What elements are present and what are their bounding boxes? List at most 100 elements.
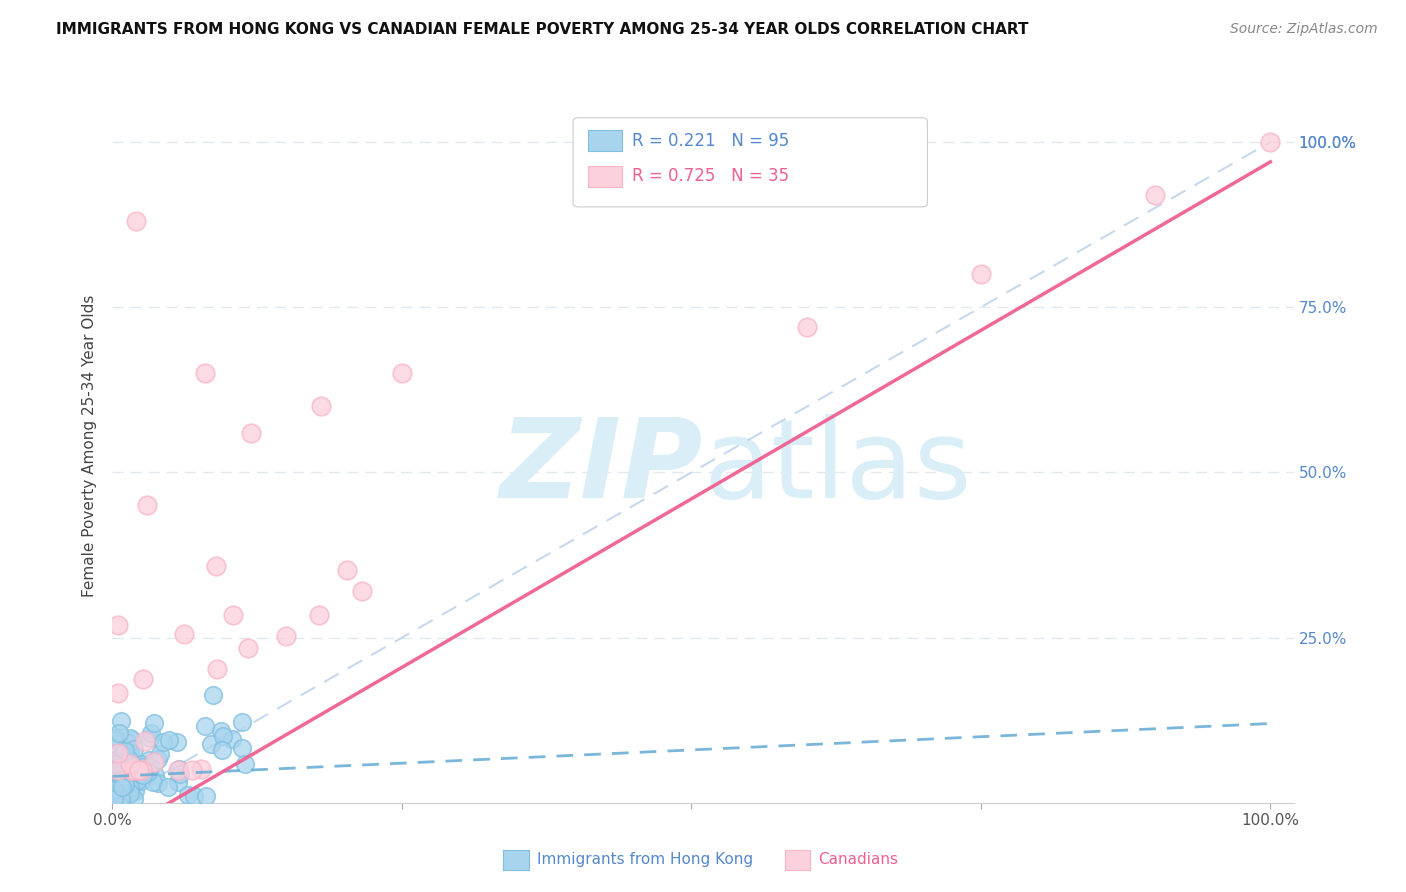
Point [117, 755, 139, 769]
Point [183, 789, 205, 804]
Point [121, 765, 143, 780]
Point [122, 763, 145, 777]
Point [134, 734, 156, 748]
Text: R = 0.725   N = 35: R = 0.725 N = 35 [633, 168, 789, 186]
Point [222, 608, 245, 623]
Point [111, 749, 134, 764]
Point [202, 689, 225, 703]
Point [167, 774, 190, 789]
Point [209, 724, 232, 739]
Point [110, 780, 132, 795]
Point [111, 747, 134, 762]
Point [120, 731, 142, 745]
Point [122, 757, 145, 772]
Point [391, 367, 413, 381]
Point [233, 756, 256, 771]
Point [156, 780, 179, 794]
Text: R = 0.221   N = 95: R = 0.221 N = 95 [633, 132, 789, 150]
Point [166, 735, 188, 749]
Point [104, 753, 127, 767]
Point [240, 425, 263, 440]
Point [152, 735, 174, 749]
Point [120, 780, 142, 795]
Point [114, 778, 136, 792]
Point [138, 753, 160, 767]
Point [115, 764, 138, 778]
Point [107, 751, 129, 765]
Point [177, 788, 200, 802]
Point [352, 584, 374, 599]
Point [115, 758, 138, 772]
Point [205, 662, 228, 676]
Point [143, 715, 166, 730]
Point [114, 774, 136, 789]
Point [107, 780, 129, 794]
Point [107, 618, 129, 632]
Point [205, 559, 228, 574]
Point [970, 267, 993, 281]
Point [115, 771, 138, 785]
Point [107, 767, 129, 781]
Point [117, 750, 139, 764]
Point [136, 499, 159, 513]
Point [236, 641, 259, 656]
Point [108, 725, 131, 739]
Point [139, 726, 162, 740]
Point [194, 367, 217, 381]
Point [132, 672, 155, 686]
Point [110, 757, 132, 772]
Point [118, 786, 141, 800]
Text: IMMIGRANTS FROM HONG KONG VS CANADIAN FEMALE POVERTY AMONG 25-34 YEAR OLDS CORRE: IMMIGRANTS FROM HONG KONG VS CANADIAN FE… [56, 22, 1029, 37]
Point [111, 777, 134, 791]
Point [231, 741, 253, 756]
Point [112, 762, 135, 776]
Point [122, 792, 145, 806]
Point [194, 789, 217, 804]
Point [139, 761, 162, 775]
Point [132, 759, 155, 773]
Point [143, 756, 166, 770]
Point [118, 756, 141, 771]
Point [107, 755, 129, 769]
Point [231, 715, 253, 730]
Text: Canadians: Canadians [818, 853, 898, 867]
Point [124, 214, 146, 228]
Point [120, 746, 142, 760]
Point [169, 767, 191, 781]
Point [124, 784, 146, 798]
Point [200, 737, 222, 751]
Point [146, 752, 169, 766]
Text: Immigrants from Hong Kong: Immigrants from Hong Kong [537, 853, 754, 867]
Point [111, 780, 134, 795]
Point [122, 772, 145, 787]
Point [136, 764, 159, 779]
Point [169, 763, 191, 777]
Point [132, 767, 155, 781]
Point [127, 772, 149, 787]
Point [110, 777, 132, 791]
Point [111, 771, 134, 785]
Point [796, 320, 818, 334]
Point [108, 750, 131, 764]
Point [111, 788, 134, 802]
Point [112, 745, 135, 759]
Point [336, 562, 359, 576]
Point [146, 776, 169, 790]
Point [122, 756, 145, 771]
Text: atlas: atlas [703, 414, 972, 521]
Point [122, 741, 145, 756]
Point [309, 400, 332, 414]
FancyBboxPatch shape [574, 118, 928, 207]
Point [104, 764, 127, 778]
Point [120, 763, 142, 777]
Point [148, 747, 170, 761]
Point [118, 763, 141, 777]
Point [110, 714, 132, 728]
Point [129, 774, 152, 789]
Point [111, 792, 134, 806]
Point [180, 763, 202, 777]
Point [128, 763, 150, 777]
Point [142, 775, 165, 789]
Point [107, 763, 129, 777]
Point [107, 686, 129, 700]
